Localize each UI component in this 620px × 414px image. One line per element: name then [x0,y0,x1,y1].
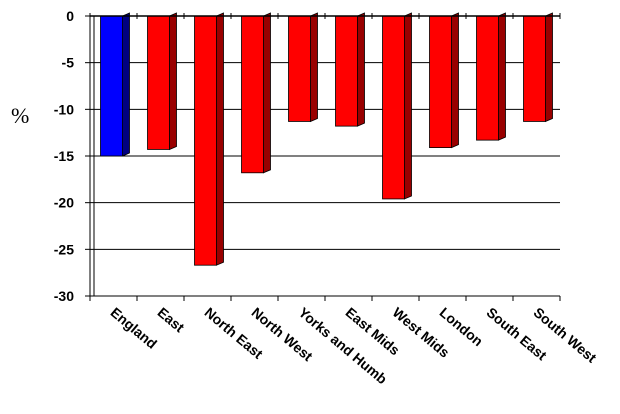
bar-side [545,12,553,123]
bar-side [263,12,271,174]
bar-side [498,12,506,141]
bar-front [147,15,170,150]
y-tick-label: -30 [54,288,74,304]
bar-front [476,15,499,141]
bars [100,12,553,266]
bar-front [335,15,358,127]
y-tick-labels: 0 -5 -10 -15 -20 -25 -30 [54,8,74,304]
bar-east-mids [335,12,365,127]
bar-front [241,15,264,174]
x-category-label: England [108,304,161,352]
y-tick-label: -15 [54,148,74,164]
bar-side [122,12,130,157]
bar-front [194,15,217,266]
bar-west-mids [382,12,412,200]
bar-front [382,15,405,200]
bar-side [310,12,318,123]
axes [85,13,561,301]
y-tick-label: -20 [54,195,74,211]
bar-side [169,12,177,151]
bar-side [357,12,365,127]
x-category-label: East [155,304,188,335]
bar-yorks-and-humb [288,12,318,123]
bar-east [147,12,177,151]
bar-london [429,12,459,149]
bar-front [523,15,546,122]
bar-south-east [476,12,506,141]
bar-side [404,12,412,200]
bar-england [100,12,130,157]
bar-side [216,12,224,266]
y-axis-label: % [11,103,29,128]
bar-front [429,15,452,149]
y-tick-label: 0 [66,8,74,24]
bar-front [100,15,123,157]
y-tick-label: -10 [54,101,74,117]
bar-south-west [523,12,553,123]
y-tick-label: -25 [54,241,74,257]
y-tick-label: -5 [62,55,75,71]
bar-north-west [241,12,271,174]
bar-side [451,12,459,149]
bar-north-east [194,12,224,266]
bar-front [288,15,311,122]
